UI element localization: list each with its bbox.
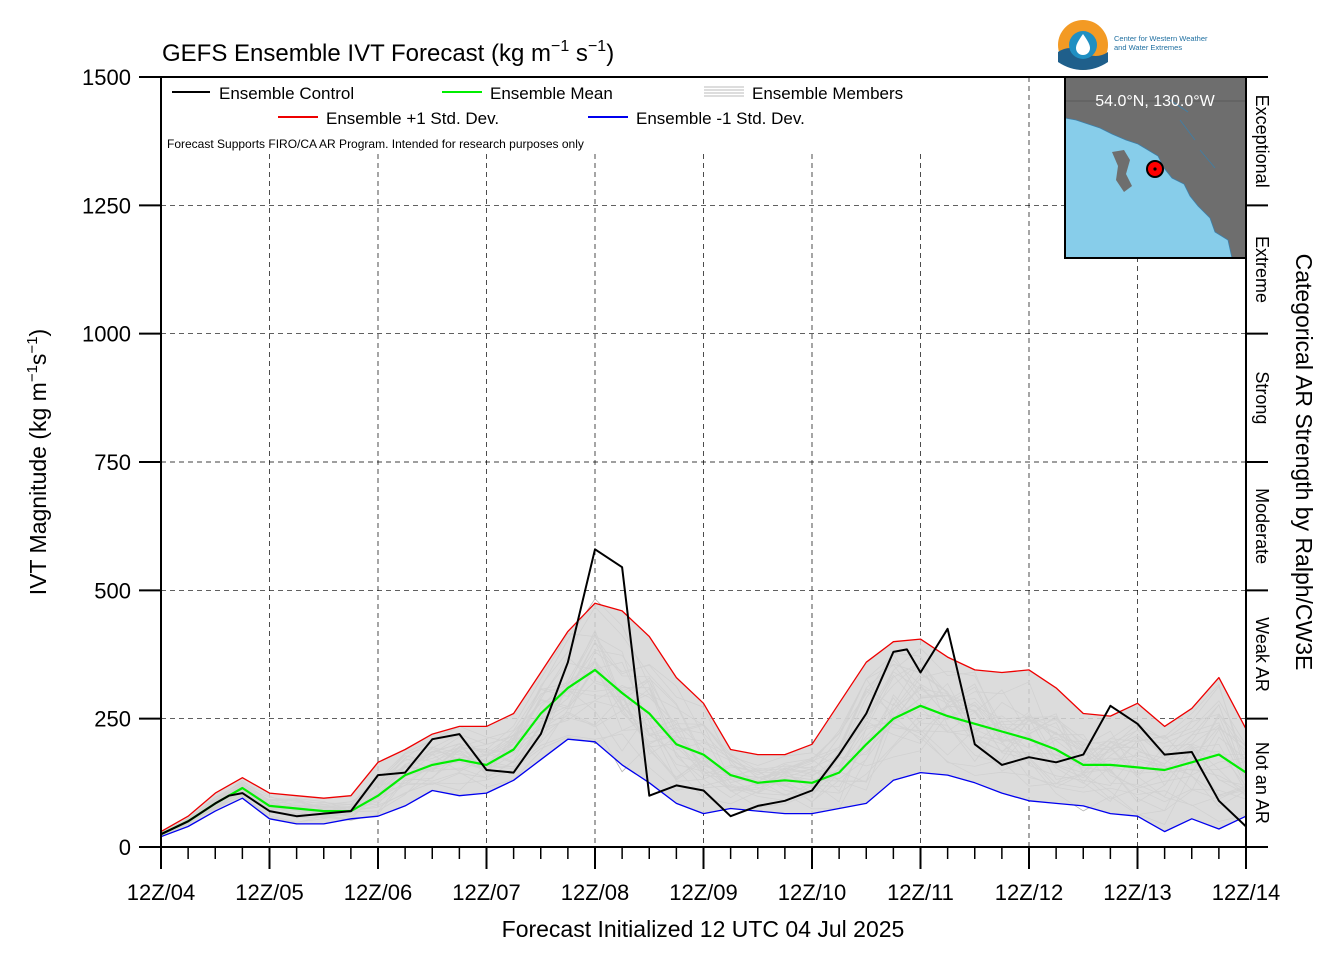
cw3e-logo: Center for Western Weather and Water Ext… [1058, 20, 1208, 70]
logo-drop-icon [1076, 34, 1090, 55]
legend-label-mean: Ensemble Mean [490, 84, 613, 103]
x-tick-label: 12Z/11 [887, 880, 954, 905]
x-axis-label: Forecast Initialized 12 UTC 04 Jul 2025 [502, 916, 905, 942]
category-label: Not an AR [1252, 742, 1272, 824]
series-lines [160, 548, 1247, 838]
category-label: Strong [1252, 371, 1272, 424]
x-tick-label: 12Z/05 [235, 880, 304, 905]
legend-swatch-members [704, 86, 744, 97]
y-tick-label: 1250 [82, 193, 131, 218]
y-tick-label: 1000 [82, 322, 131, 347]
category-label: Extreme [1252, 236, 1272, 303]
x-tick-label: 12Z/07 [452, 880, 521, 905]
x-tick-label: 12Z/10 [778, 880, 847, 905]
inset-map-island [1112, 150, 1132, 192]
x-tick-label: 12Z/06 [344, 880, 413, 905]
chart-title: GEFS Ensemble IVT Forecast (kg m−1 s−1) [162, 38, 614, 67]
legend-label-minus: Ensemble -1 Std. Dev. [636, 109, 805, 128]
inset-map-coast-detail [1064, 99, 1233, 259]
x-tick-label: 12Z/13 [1103, 880, 1172, 905]
legend: Ensemble Control Ensemble Mean Ensemble … [167, 84, 903, 151]
x-tick-label: 12Z/14 [1212, 880, 1281, 905]
x-tick-label: 12Z/09 [669, 880, 738, 905]
x-tick-label: 12Z/08 [561, 880, 630, 905]
std-dev-band [161, 603, 1246, 837]
y-tick-label: 0 [119, 835, 131, 860]
axes: 0 250 500 750 1000 1250 1500 12Z/04 12Z/05 12Z/06… [82, 65, 1280, 905]
right-axis-label: Categorical AR Strength by Ralph/CW3E [1291, 254, 1317, 671]
y-axis-label: IVT Magnitude (kg m−1s−1) [24, 329, 51, 595]
plus-std-line [160, 602, 1247, 833]
inset-map: 54.0°N, 130.0°W [1064, 76, 1247, 259]
std-dev-shading [161, 603, 1246, 837]
location-marker-center [1153, 167, 1157, 171]
y-tick-label: 500 [94, 578, 131, 603]
minus-std-line [160, 738, 1247, 838]
logo-text-line2: and Water Extremes [1114, 43, 1182, 52]
y-tick-label: 750 [94, 450, 131, 475]
logo-text-line1: Center for Western Weather [1114, 34, 1208, 43]
category-label: Moderate [1252, 488, 1272, 564]
legend-label-control: Ensemble Control [219, 84, 354, 103]
inset-map-location: 54.0°N, 130.0°W [1095, 93, 1215, 110]
control-line [160, 548, 1247, 836]
y-tick-label: 250 [94, 707, 131, 732]
inset-map-land [1065, 77, 1246, 258]
x-tick-label: 12Z/12 [995, 880, 1064, 905]
inset-map-frame [1064, 76, 1247, 259]
research-note: Forecast Supports FIRO/CA AR Program. In… [167, 137, 584, 151]
legend-label-plus: Ensemble +1 Std. Dev. [326, 109, 499, 128]
category-label: Weak AR [1252, 617, 1272, 692]
legend-label-members: Ensemble Members [752, 84, 903, 103]
category-label: Exceptional [1252, 95, 1272, 188]
y-tick-label: 1500 [82, 65, 131, 90]
x-tick-label: 12Z/04 [127, 880, 196, 905]
